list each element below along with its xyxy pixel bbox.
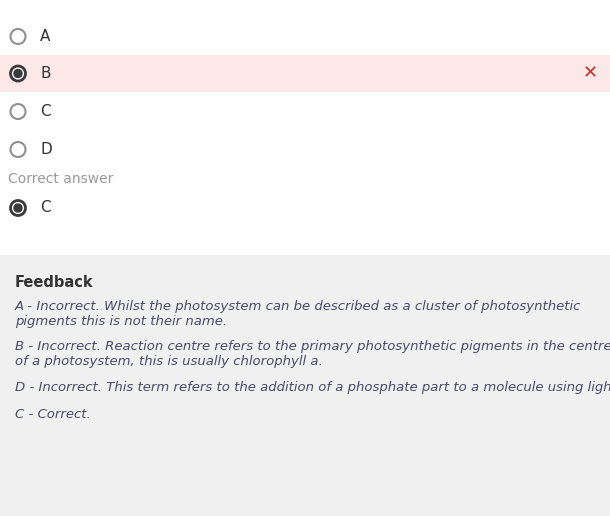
FancyBboxPatch shape <box>0 255 610 516</box>
Circle shape <box>10 66 26 81</box>
Circle shape <box>10 104 26 119</box>
Text: C: C <box>40 104 51 119</box>
Text: D: D <box>40 142 52 157</box>
Text: Feedback: Feedback <box>15 275 93 290</box>
Text: B: B <box>40 66 51 81</box>
Text: D - Incorrect. This term refers to the addition of a phosphate part to a molecul: D - Incorrect. This term refers to the a… <box>15 381 610 394</box>
Text: A: A <box>40 29 51 44</box>
Text: pigments this is not their name.: pigments this is not their name. <box>15 315 227 328</box>
Text: Correct answer: Correct answer <box>8 172 113 186</box>
Text: C: C <box>40 201 51 216</box>
FancyBboxPatch shape <box>0 55 610 92</box>
Text: A - Incorrect. Whilst the photosystem can be described as a cluster of photosynt: A - Incorrect. Whilst the photosystem ca… <box>15 300 581 313</box>
Circle shape <box>10 142 26 157</box>
Text: C - Correct.: C - Correct. <box>15 408 91 421</box>
Text: B - Incorrect. Reaction centre refers to the primary photosynthetic pigments in : B - Incorrect. Reaction centre refers to… <box>15 340 610 353</box>
Text: ✕: ✕ <box>583 64 598 83</box>
Text: of a photosystem, this is usually chlorophyll a.: of a photosystem, this is usually chloro… <box>15 355 323 368</box>
Circle shape <box>10 29 26 44</box>
Circle shape <box>14 70 22 77</box>
Circle shape <box>14 204 22 212</box>
Circle shape <box>10 201 26 216</box>
